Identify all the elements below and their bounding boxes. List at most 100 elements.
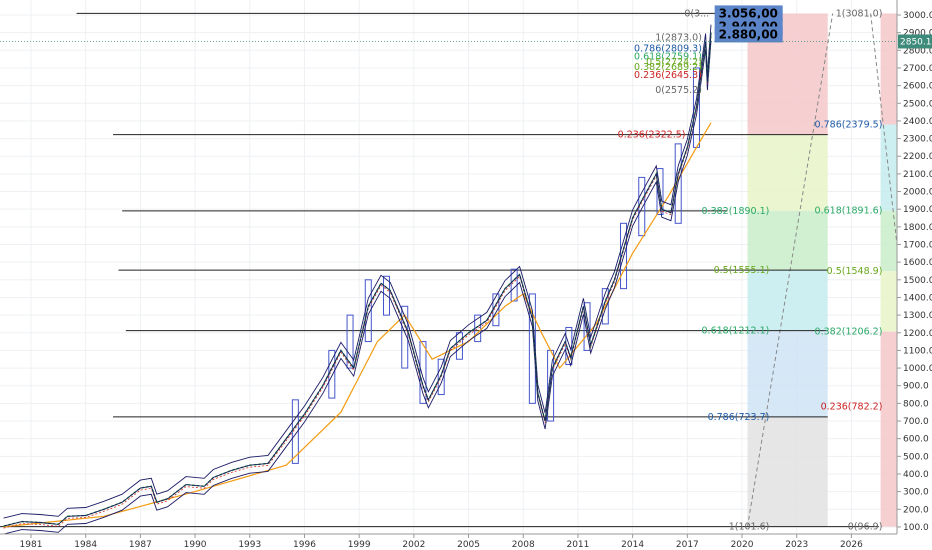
x-tick-label: 1981 xyxy=(20,540,43,550)
y-tick-label: 100.0 xyxy=(903,523,929,533)
y-tick-label: 500.0 xyxy=(903,452,929,462)
fib-label: 0.382(2689.2) xyxy=(634,62,702,73)
fib-zone-right xyxy=(880,271,897,332)
price-box xyxy=(620,222,628,290)
fib-level-lines xyxy=(0,12,879,528)
price-box xyxy=(346,314,354,369)
x-tick-label: 2014 xyxy=(621,540,644,550)
y-tick-label: 2200.0 xyxy=(903,152,932,162)
y-tick-label: 1700.0 xyxy=(903,240,932,250)
price-box xyxy=(601,288,609,325)
fib-label: 0.236(2645.3) xyxy=(634,70,702,81)
x-tick-label: 2005 xyxy=(457,540,480,550)
price-box xyxy=(291,399,299,464)
fib-zones xyxy=(747,13,898,527)
fib-label: 0(3... xyxy=(684,8,709,19)
fib-zone-right xyxy=(880,210,897,272)
fib-zone xyxy=(747,416,828,527)
y-tick-label: 800.0 xyxy=(903,399,929,409)
fib-label: 0.786(2809.3) xyxy=(634,44,702,55)
fib-zone xyxy=(747,270,828,331)
y-tick-label: 2100.0 xyxy=(903,170,932,180)
fib-label: 0.786(723.7) xyxy=(708,412,770,423)
y-tick-label: 2300.0 xyxy=(903,135,932,145)
x-tick-label: 2020 xyxy=(731,540,754,550)
fib-label: 0.382(1890.1) xyxy=(702,206,770,217)
y-tick-label: 1300.0 xyxy=(903,311,932,321)
fib-zone xyxy=(747,210,828,271)
y-tick-label: 2500.0 xyxy=(903,99,932,109)
fib-zone-right xyxy=(880,331,897,407)
fib-label: 0.236(2322.5) xyxy=(618,130,686,141)
price-box xyxy=(401,305,409,369)
y-tick-label: 2700.0 xyxy=(903,64,932,74)
x-tick-label: 1993 xyxy=(238,540,261,550)
fib-label: 1(3081.0) xyxy=(836,8,883,19)
price-badges: 3.056,002.940,002.880,00 xyxy=(714,5,783,43)
fib-label: 0.5(2724.2) xyxy=(646,57,702,68)
fib-label: 0.236(782.2) xyxy=(821,402,883,413)
projection-line xyxy=(870,13,898,245)
y-tick-label: 600.0 xyxy=(903,435,929,445)
y-tick-label: 1100.0 xyxy=(903,346,932,356)
y-tick-label: 1600.0 xyxy=(903,258,932,268)
fib-labels: 0(3... 1(2873.0)0.786(2809.3)0.618(2759.1… xyxy=(618,8,883,532)
y-tick-label: 1400.0 xyxy=(903,293,932,303)
fib-label: 0.5(1555.1) xyxy=(714,265,770,276)
x-tick-label: 2002 xyxy=(402,540,425,550)
x-tick-label: 1987 xyxy=(129,540,152,550)
fib-label: 1(101.6) xyxy=(729,522,770,533)
y-tick-label: 1000.0 xyxy=(903,364,932,374)
price-badge xyxy=(714,26,783,43)
y-tick-label: 2000.0 xyxy=(903,188,932,198)
y-tick-label: 2400.0 xyxy=(903,117,932,127)
price-badge-text: 3.056,00 xyxy=(719,6,778,20)
fib-label: 0.618(1891.6) xyxy=(815,206,883,217)
current-price-box xyxy=(898,34,932,49)
slow-ma-line xyxy=(3,122,712,528)
x-tick-label: 2026 xyxy=(840,540,863,550)
fib-zone-right xyxy=(880,124,897,211)
y-tick-label: 2900.0 xyxy=(903,29,932,39)
upper-band-line xyxy=(3,24,712,519)
price-series xyxy=(3,24,712,535)
price-badge xyxy=(714,5,783,22)
y-tick-label: 900.0 xyxy=(903,382,929,392)
price-line xyxy=(3,32,712,527)
x-tick-label: 2008 xyxy=(512,540,535,550)
fib-zone xyxy=(747,330,828,417)
price-box xyxy=(583,302,591,351)
x-tick-label: 1996 xyxy=(293,540,316,550)
lower-band-line xyxy=(3,40,712,535)
fib-label: 0.786(2379.5) xyxy=(815,120,883,131)
y-tick-label: 3000.0 xyxy=(903,11,932,21)
x-axis-panel xyxy=(0,534,932,550)
fib-zone-right xyxy=(880,406,897,527)
y-tick-label: 200.0 xyxy=(903,505,929,515)
y-tick-label: 700.0 xyxy=(903,417,929,427)
x-tick-label: 1999 xyxy=(348,540,371,550)
x-tick-label: 2023 xyxy=(785,540,808,550)
y-tick-label: 2800.0 xyxy=(903,46,932,56)
fib-label: 1(2873.0) xyxy=(655,32,702,43)
x-tick-label: 2017 xyxy=(676,540,699,550)
price-box xyxy=(383,275,391,316)
price-box xyxy=(437,358,445,396)
price-badge-text: 2.880,00 xyxy=(719,27,778,41)
price-box xyxy=(656,168,664,215)
x-tick-label: 1990 xyxy=(184,540,207,550)
fib-label: 0(96.9) xyxy=(848,522,883,533)
y-tick-label: 1800.0 xyxy=(903,223,932,233)
fib-label: 0.382(1206.2) xyxy=(815,327,883,338)
y-tick-label: 1500.0 xyxy=(903,276,932,286)
fib-zone xyxy=(747,134,828,211)
fib-zone-right xyxy=(880,13,897,125)
y-tick-label: 2600.0 xyxy=(903,82,932,92)
current-price-label: 2850.1 xyxy=(900,37,932,47)
fib-label: 0(2575.2) xyxy=(655,85,702,96)
fib-label: 0.618(2759.1) xyxy=(634,51,702,62)
price-box xyxy=(419,341,427,404)
y-axis-panel xyxy=(897,0,932,550)
